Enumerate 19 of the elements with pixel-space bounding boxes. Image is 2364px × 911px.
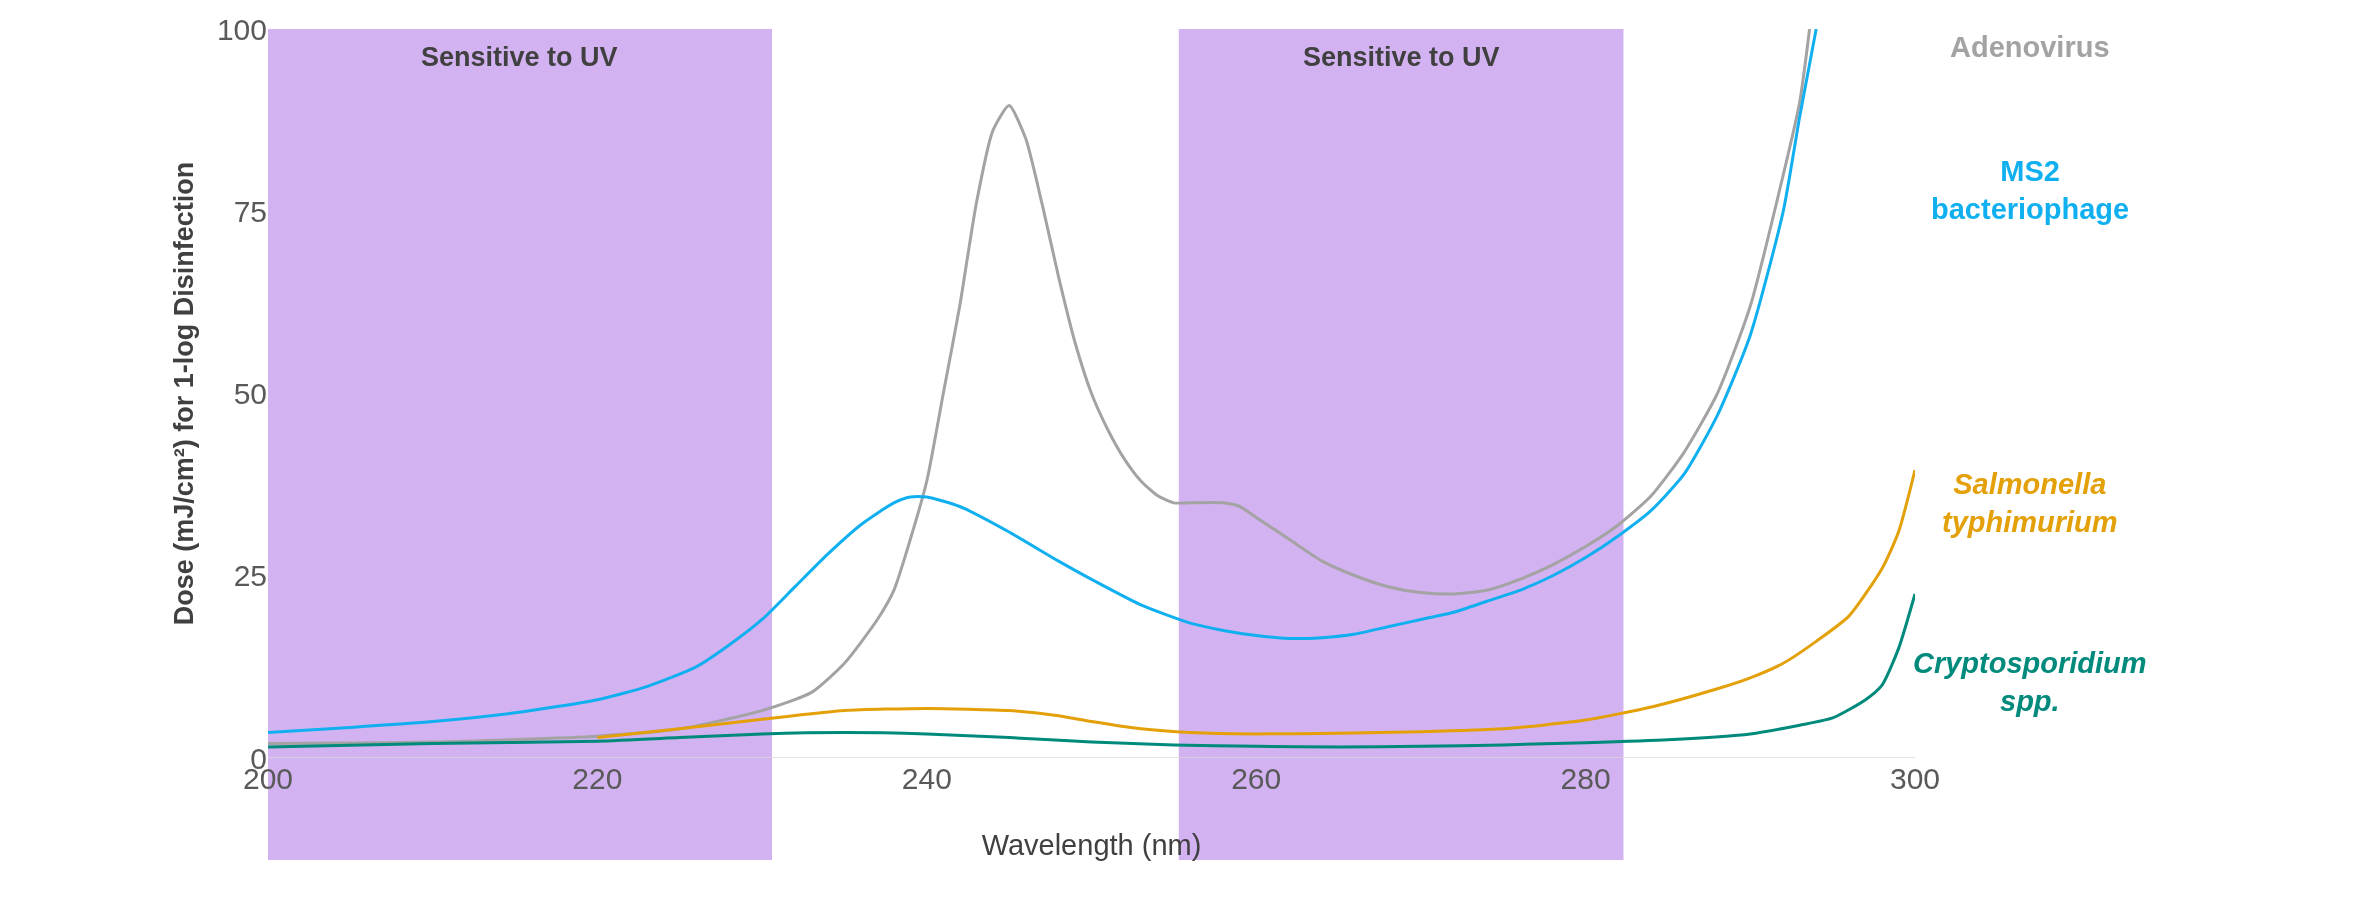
y-tick-label: 25	[233, 559, 267, 593]
series-label: Cryptosporidium spp.	[1913, 647, 2147, 717]
x-tick-label: 300	[1889, 762, 1941, 795]
x-tick-label: 220	[572, 762, 623, 795]
x-axis-title: Wavelength (nm)	[981, 828, 1202, 861]
y-tick-label: 50	[233, 377, 267, 410]
y-tick-label: 75	[233, 194, 267, 228]
line-series	[595, 468, 1915, 740]
x-tick-label: 260	[1231, 762, 1282, 795]
series-label: Salmonella typhimurium	[1942, 468, 2118, 538]
x-tick-label: 280	[1560, 762, 1611, 795]
y-axis-title: Dose (mJ/cm²) for 1-log Disinfection	[168, 161, 199, 626]
band-label: Sensitive to UV	[421, 42, 618, 72]
band-label: Sensitive to UV	[1303, 42, 1500, 72]
text: Adenovirus	[1950, 31, 2110, 63]
line-series	[268, 592, 1915, 749]
x-tick-label: 240	[901, 762, 952, 795]
y-tick-label: 100	[216, 12, 267, 46]
text: MS2 bacteriophage	[1931, 155, 2130, 225]
